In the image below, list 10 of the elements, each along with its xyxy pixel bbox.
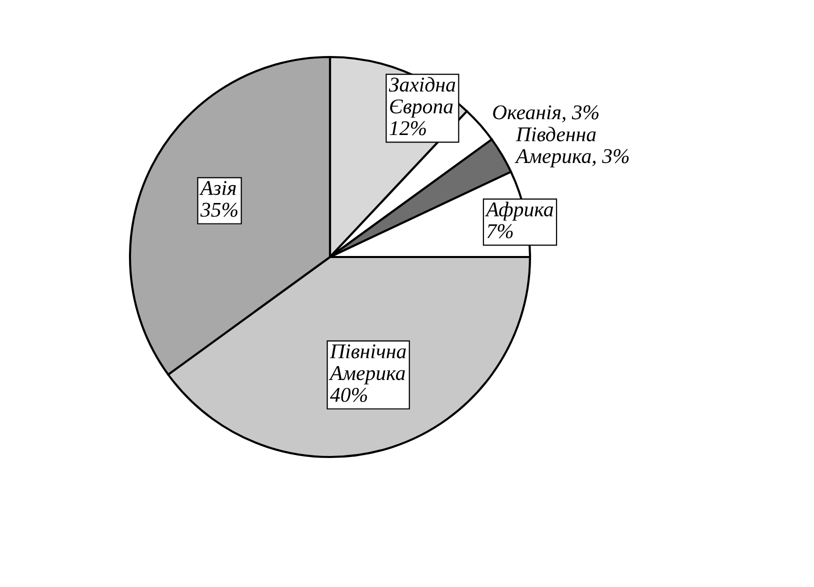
slice-label: Океанія, 3% bbox=[493, 105, 598, 122]
data-label: 12% bbox=[390, 121, 426, 136]
data-label: 40% bbox=[330, 388, 367, 402]
slice-label: Південна Америка, 3% bbox=[514, 126, 629, 168]
data-label: 35% bbox=[200, 202, 238, 217]
slice-label: Північна Америка bbox=[328, 344, 406, 384]
slice-label: Африка bbox=[485, 202, 554, 221]
slice-label: Західна Європа bbox=[388, 77, 456, 118]
slice-label: Азія bbox=[199, 181, 236, 196]
data-label: 7% bbox=[487, 224, 513, 238]
